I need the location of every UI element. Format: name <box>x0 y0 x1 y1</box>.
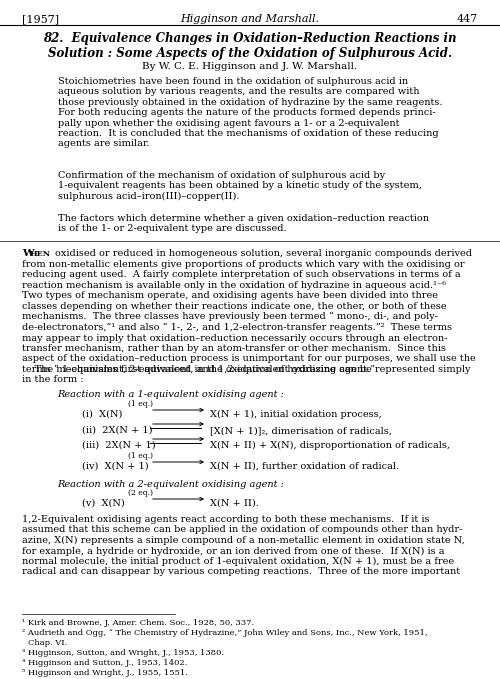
Text: oxidised or reduced in homogeneous solution, several inorganic compounds derived: oxidised or reduced in homogeneous solut… <box>55 249 472 258</box>
Text: X(N + II) + X(N), disproportionation of radicals,: X(N + II) + X(N), disproportionation of … <box>210 441 450 450</box>
Text: Stoichiometries have been found in the oxidation of sulphurous acid in
aqueous s: Stoichiometries have been found in the o… <box>58 77 442 149</box>
Text: X(N + 1), initial oxidation process,: X(N + 1), initial oxidation process, <box>210 410 382 419</box>
Text: Reaction with a 2-equivalent oxidising agent :: Reaction with a 2-equivalent oxidising a… <box>57 480 284 489</box>
Text: Chap. VI.: Chap. VI. <box>28 639 67 647</box>
Text: (1 eq.): (1 eq.) <box>128 452 153 460</box>
Text: (2 eq.): (2 eq.) <box>128 489 153 497</box>
Text: ⁴ Higginson and Sutton, J., 1953, 1402.: ⁴ Higginson and Sutton, J., 1953, 1402. <box>22 659 187 667</box>
Text: ¹ Kirk and Browne, J. Amer. Chem. Soc., 1928, 50, 337.: ¹ Kirk and Browne, J. Amer. Chem. Soc., … <box>22 619 254 627</box>
Text: 82.  Equivalence Changes in Oxidation–Reduction Reactions in
Solution : Some Asp: 82. Equivalence Changes in Oxidation–Red… <box>44 32 457 60</box>
Text: The factors which determine whether a given oxidation–reduction reaction
is of t: The factors which determine whether a gi… <box>58 214 429 234</box>
Text: [X(N + 1)]₂, dimerisation of radicals,: [X(N + 1)]₂, dimerisation of radicals, <box>210 426 392 435</box>
Text: ³ Higginson, Sutton, and Wright, J., 1953, 1380.: ³ Higginson, Sutton, and Wright, J., 195… <box>22 649 224 657</box>
Text: (i)  X(N): (i) X(N) <box>82 410 122 419</box>
Text: ⁵ Higginson and Wright, J., 1955, 1551.: ⁵ Higginson and Wright, J., 1955, 1551. <box>22 669 188 677</box>
Text: W: W <box>22 249 34 258</box>
Text: (1 eq.): (1 eq.) <box>128 400 153 408</box>
Text: The mechanisms first advanced in the oxidation of hydrazine can be represented s: The mechanisms first advanced in the oxi… <box>22 365 470 384</box>
Text: ² Audrieth and Ogg, “ The Chemistry of Hydrazine,” John Wiley and Sons, Inc., Ne: ² Audrieth and Ogg, “ The Chemistry of H… <box>22 629 428 637</box>
Text: 447: 447 <box>457 14 478 24</box>
Text: By W. C. E. Higginson and J. W. Marshall.: By W. C. E. Higginson and J. W. Marshall… <box>142 62 358 71</box>
Text: Reaction with a 1-equivalent oxidising agent :: Reaction with a 1-equivalent oxidising a… <box>57 390 284 399</box>
Text: 1,2-Equivalent oxidising agents react according to both these mechanisms.  If it: 1,2-Equivalent oxidising agents react ac… <box>22 515 465 576</box>
Text: HEN: HEN <box>30 250 51 258</box>
Text: (ii)  2X(N + 1): (ii) 2X(N + 1) <box>82 426 152 435</box>
Text: [1957]: [1957] <box>22 14 59 24</box>
Text: (iii)  2X(N + 1): (iii) 2X(N + 1) <box>82 441 156 450</box>
Text: from non-metallic elements give proportions of products which vary with the oxid: from non-metallic elements give proporti… <box>22 260 476 374</box>
Text: X(N + II).: X(N + II). <box>210 499 259 508</box>
Text: (iv)  X(N + 1): (iv) X(N + 1) <box>82 462 148 471</box>
Text: (v)  X(N): (v) X(N) <box>82 499 125 508</box>
Text: Higginson and Marshall.: Higginson and Marshall. <box>180 14 320 24</box>
Text: X(N + II), further oxidation of radical.: X(N + II), further oxidation of radical. <box>210 462 399 471</box>
Text: Confirmation of the mechanism of oxidation of sulphurous acid by
1-equivalent re: Confirmation of the mechanism of oxidati… <box>58 171 422 201</box>
